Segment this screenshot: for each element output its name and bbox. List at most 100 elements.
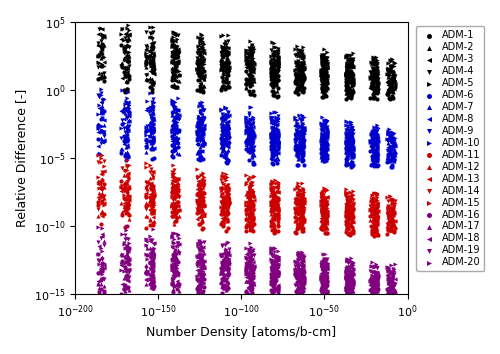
ADM-2 — [292, 66, 300, 72]
ADM-6 — [346, 151, 354, 157]
ADM-13 — [117, 188, 125, 194]
ADM-14 — [347, 210, 355, 216]
ADM-9 — [390, 138, 398, 144]
ADM-11 — [320, 214, 328, 219]
ADM-18 — [268, 276, 276, 282]
ADM-13 — [146, 192, 154, 197]
ADM-15 — [370, 202, 378, 208]
ADM-1 — [369, 91, 377, 97]
ADM-8 — [370, 133, 378, 139]
ADM-11 — [386, 215, 394, 221]
ADM-10 — [250, 132, 258, 138]
ADM-4 — [322, 73, 330, 79]
ADM-4 — [343, 76, 351, 81]
ADM-20 — [300, 251, 308, 257]
ADM-2 — [246, 67, 254, 73]
ADM-17 — [389, 278, 397, 284]
ADM-20 — [247, 246, 255, 251]
ADM-2 — [272, 80, 280, 86]
ADM-4 — [318, 70, 326, 75]
ADM-8 — [200, 142, 208, 147]
ADM-16 — [168, 263, 175, 269]
ADM-8 — [248, 133, 256, 139]
ADM-9 — [125, 124, 133, 129]
ADM-19 — [148, 271, 156, 276]
ADM-13 — [174, 207, 182, 213]
ADM-7 — [318, 136, 326, 142]
ADM-9 — [224, 125, 232, 130]
ADM-10 — [246, 121, 254, 127]
ADM-20 — [366, 278, 374, 284]
ADM-5 — [171, 45, 179, 50]
ADM-10 — [369, 128, 377, 134]
ADM-20 — [348, 262, 356, 268]
ADM-14 — [372, 208, 380, 213]
ADM-2 — [391, 77, 399, 83]
ADM-3 — [172, 63, 179, 69]
ADM-3 — [318, 63, 326, 68]
ADM-11 — [274, 215, 282, 221]
ADM-2 — [224, 49, 232, 55]
ADM-18 — [149, 254, 157, 260]
ADM-12 — [124, 192, 132, 197]
ADM-3 — [322, 60, 330, 65]
ADM-7 — [390, 147, 398, 152]
ADM-3 — [270, 63, 278, 68]
ADM-2 — [248, 59, 256, 64]
ADM-4 — [318, 52, 326, 58]
ADM-11 — [298, 201, 306, 207]
ADM-8 — [348, 139, 356, 144]
ADM-12 — [366, 217, 374, 223]
ADM-9 — [368, 138, 376, 143]
ADM-14 — [95, 197, 103, 203]
ADM-5 — [246, 52, 254, 58]
ADM-6 — [386, 158, 394, 164]
ADM-20 — [221, 264, 229, 269]
ADM-20 — [274, 253, 281, 258]
ADM-8 — [194, 136, 202, 142]
ADM-2 — [373, 74, 381, 79]
ADM-18 — [388, 285, 396, 290]
ADM-6 — [384, 151, 392, 156]
ADM-3 — [196, 46, 204, 52]
ADM-3 — [268, 56, 276, 62]
ADM-5 — [242, 51, 250, 56]
ADM-14 — [168, 201, 176, 207]
ADM-12 — [98, 190, 106, 196]
ADM-8 — [222, 126, 230, 132]
ADM-17 — [322, 269, 330, 274]
ADM-13 — [387, 216, 395, 221]
ADM-4 — [218, 66, 226, 72]
ADM-15 — [218, 173, 226, 178]
ADM-8 — [193, 129, 201, 134]
ADM-3 — [120, 54, 128, 59]
ADM-7 — [346, 149, 354, 155]
ADM-2 — [94, 41, 102, 47]
ADM-15 — [348, 195, 356, 200]
ADM-4 — [296, 64, 304, 70]
ADM-6 — [268, 156, 276, 162]
ADM-4 — [320, 64, 328, 70]
ADM-3 — [98, 55, 106, 60]
ADM-5 — [220, 68, 228, 74]
ADM-2 — [196, 70, 204, 76]
ADM-1 — [269, 92, 277, 98]
ADM-8 — [320, 147, 328, 153]
ADM-11 — [168, 189, 176, 194]
ADM-19 — [222, 250, 230, 255]
ADM-7 — [386, 143, 394, 149]
ADM-19 — [272, 281, 280, 287]
ADM-17 — [194, 261, 202, 267]
ADM-20 — [246, 240, 254, 246]
ADM-12 — [320, 213, 328, 219]
ADM-11 — [296, 218, 304, 223]
ADM-19 — [266, 250, 274, 256]
ADM-4 — [299, 62, 307, 68]
ADM-2 — [196, 55, 204, 61]
ADM-1 — [168, 76, 176, 82]
ADM-20 — [318, 274, 326, 279]
ADM-20 — [269, 266, 277, 272]
ADM-7 — [242, 136, 250, 142]
ADM-9 — [196, 109, 204, 114]
ADM-8 — [322, 139, 330, 145]
